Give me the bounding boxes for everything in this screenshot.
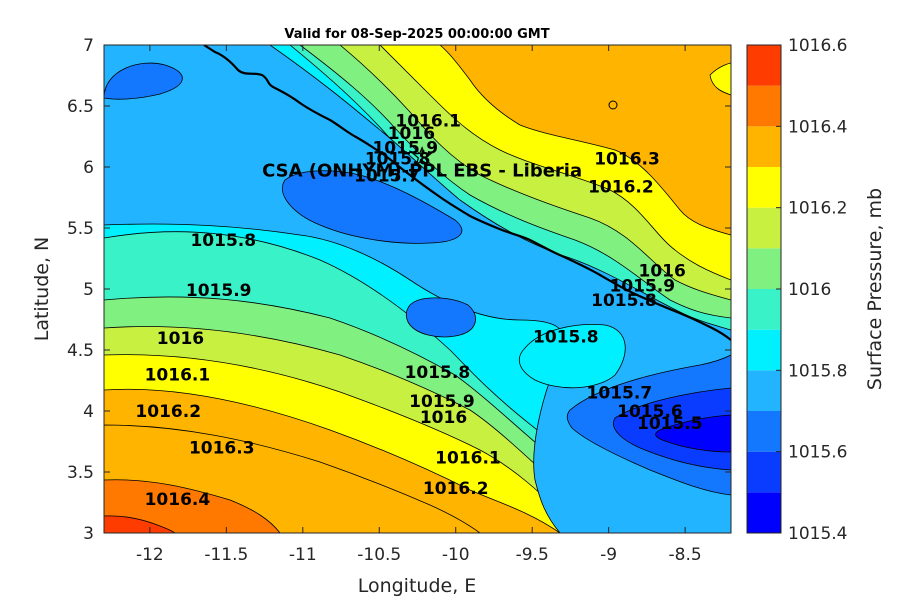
contour-label: 1015.8: [591, 291, 657, 311]
x-tick-label: -10: [442, 545, 470, 565]
contour-label: 1016.2: [588, 178, 654, 198]
contour-label: 1015.7: [587, 384, 653, 404]
y-tick-label: 6.5: [67, 97, 94, 117]
y-tick-label: 4.5: [67, 341, 94, 361]
colorbar-tick-label: 1015.8: [788, 361, 847, 381]
band-1015-6: [104, 62, 183, 100]
colorbar-segment: [747, 451, 781, 493]
band-1015-4: [655, 414, 731, 453]
contour-label: 1016: [420, 408, 467, 428]
colorbar-segment: [747, 370, 781, 411]
band-1015-6-center: [282, 170, 463, 244]
contour-label: 1015.6: [617, 402, 683, 422]
annotation-layer: CSA (ONHYM)-PPL EBS - Liberia: [262, 146, 582, 182]
colorbar-segment: [747, 207, 781, 249]
colorbar-segment: [747, 45, 781, 86]
contour-field: [104, 45, 731, 533]
contour-label: 1016.2: [423, 479, 489, 499]
contour-label: 1015.9: [186, 281, 252, 301]
colorbar-segment: [747, 411, 781, 452]
colorbar-segment: [747, 329, 781, 371]
contour-label: 1015.7: [354, 167, 420, 187]
contour-label: 1015.8: [533, 328, 599, 348]
band-1015-6-small: [405, 297, 476, 338]
y-tick-label: 6: [83, 158, 94, 178]
contour-label: 1015.9: [609, 276, 675, 296]
colorbar-segment: [747, 248, 781, 289]
contour-label: 1015.8: [190, 231, 256, 251]
contour-label: 1016.1: [145, 365, 211, 385]
colorbar-tick-label: 1015.6: [788, 443, 847, 463]
contour-label: 1016.1: [435, 448, 501, 468]
colorbar-tick-label: 1016.4: [788, 117, 847, 137]
colorbar-segment: [747, 492, 781, 533]
band-1016-5: [104, 515, 176, 533]
y-axis-ticks: 3 3.5 4 4.5 5 5.5 6 6.5 7: [67, 36, 731, 544]
y-tick-label: 3: [83, 524, 94, 544]
y-tick-label: 4: [83, 402, 94, 422]
band-1015-8-island: [518, 324, 626, 389]
contour-label: 1016: [388, 124, 435, 144]
contour-label: 1015.8: [405, 363, 471, 383]
coast-island: [608, 100, 618, 110]
colorbar-segment: [747, 167, 781, 208]
x-tick-label: -8.5: [669, 545, 702, 565]
x-tick-label: -9.5: [516, 545, 549, 565]
coastline: [203, 45, 731, 341]
x-tick-label: -9: [600, 545, 617, 565]
colorbar-ticks: 1016.6 1016.4 1016.2 1016 1015.8 1015.6 1015.4: [776, 36, 847, 544]
y-tick-label: 5: [83, 280, 94, 300]
contour-label: 1016.1: [395, 112, 461, 132]
colorbar: [746, 44, 782, 534]
contour-labels: 1016.110161015.91015.81015.71015.81015.9…: [135, 112, 702, 510]
contour-label: 1016.2: [135, 402, 201, 422]
x-axis-label: Longitude, E: [358, 575, 477, 597]
contour-label: 1016.3: [189, 439, 255, 459]
colorbar-tick-label: 1015.4: [788, 524, 847, 544]
x-tick-label: -10.5: [357, 545, 401, 565]
contour-label: 1015.5: [637, 414, 703, 434]
colorbar-segment: [747, 126, 781, 167]
colorbar-segment: [747, 289, 781, 330]
colorbar-tick-label: 1016: [788, 280, 831, 300]
site-annotation: CSA (ONHYM)-PPL EBS - Liberia: [262, 161, 582, 182]
band-1016-4: [104, 479, 281, 533]
y-tick-label: 5.5: [67, 219, 94, 239]
contour-label: 1016.4: [145, 490, 211, 510]
y-axis-label: Latitude, N: [31, 237, 53, 342]
site-star-marker: [411, 146, 433, 166]
contour-label: 1016: [157, 329, 204, 349]
chart-title: Valid for 08-Sep-2025 00:00:00 GMT: [284, 27, 549, 42]
x-tick-label: -12: [136, 545, 164, 565]
contour-label: 1016: [639, 262, 686, 282]
contour-label: 1015.9: [372, 138, 438, 158]
colorbar-segment: [747, 85, 781, 127]
band-1016-2-ne: [709, 62, 731, 96]
colorbar-label: Surface Pressure, mb: [864, 188, 886, 390]
x-axis-ticks: -12 -11.5 -11 -10.5 -10 -9.5 -9 -8.5: [136, 45, 702, 565]
colorbar-tick-label: 1016.2: [788, 199, 847, 219]
x-tick-label: -11: [289, 545, 317, 565]
x-tick-label: -11.5: [204, 545, 248, 565]
contour-label: 1016.3: [594, 149, 660, 169]
colorbar-tick-label: 1016.6: [788, 36, 847, 56]
contour-label: 1015.9: [409, 392, 475, 412]
y-tick-label: 3.5: [67, 463, 94, 483]
y-tick-label: 7: [83, 36, 94, 56]
